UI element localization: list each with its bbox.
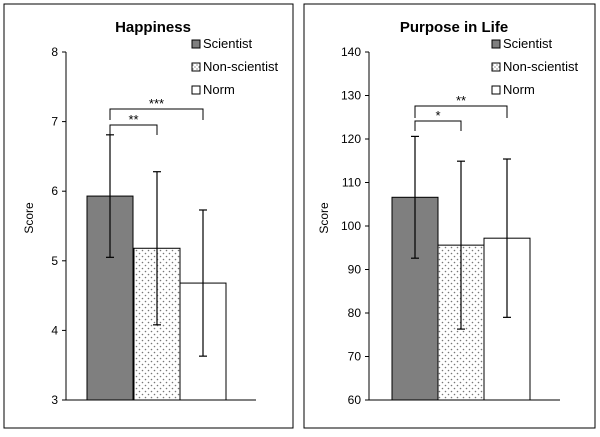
significance-label: ***: [149, 96, 164, 111]
y-tick-label: 80: [348, 306, 362, 320]
significance-label: *: [435, 108, 440, 123]
legend-label: Norm: [203, 82, 235, 97]
y-tick-label: 130: [341, 89, 361, 103]
y-tick-label: 4: [51, 323, 58, 337]
significance-label: **: [128, 112, 138, 127]
legend-swatch: [191, 39, 201, 49]
significance-brackets: ***: [414, 93, 508, 131]
chart-title: Happiness: [115, 19, 191, 36]
legend: Scientist Non-scientist Norm: [491, 36, 579, 97]
panel-purpose-in-life: Purpose in Life Score 60 70 80 90 100 110 120 1…: [303, 3, 596, 429]
y-tick-label: 70: [348, 350, 362, 364]
y-tick-label: 6: [51, 184, 58, 198]
legend-swatch: [491, 39, 501, 49]
y-tick-label: 60: [348, 393, 362, 407]
legend-swatch: [191, 62, 201, 72]
significance-bracket: [414, 120, 462, 131]
y-axis-label: Score: [22, 202, 36, 234]
significance-bracket: [414, 105, 508, 118]
significance-brackets: *****: [109, 96, 204, 135]
bar-group: [391, 135, 531, 401]
y-tick-label: 5: [51, 254, 58, 268]
chart-title: Purpose in Life: [400, 19, 508, 36]
y-tick-label: 8: [51, 45, 58, 59]
legend-label: Scientist: [203, 36, 253, 51]
y-tick-label: 140: [341, 45, 361, 59]
legend: Scientist Non-scientist Norm: [191, 36, 279, 97]
legend-swatch: [191, 85, 201, 95]
legend-swatch: [491, 62, 501, 72]
y-tick-label: 3: [51, 393, 58, 407]
y-tick-label: 7: [51, 115, 58, 129]
y-tick-label: 110: [342, 176, 361, 190]
y-tick-label: 120: [341, 132, 361, 146]
legend-swatch: [491, 85, 501, 95]
significance-bracket: [109, 108, 204, 120]
legend-label: Norm: [503, 82, 535, 97]
y-axis-label: Score: [317, 202, 331, 234]
legend-label: Non-scientist: [503, 59, 579, 74]
y-tick-label: 100: [341, 219, 361, 233]
legend-label: Scientist: [503, 36, 553, 51]
y-tick-label: 90: [348, 263, 362, 277]
legend-label: Non-scientist: [203, 59, 279, 74]
significance-label: **: [456, 93, 466, 108]
bar-group: [86, 134, 227, 401]
significance-bracket: [109, 124, 158, 135]
